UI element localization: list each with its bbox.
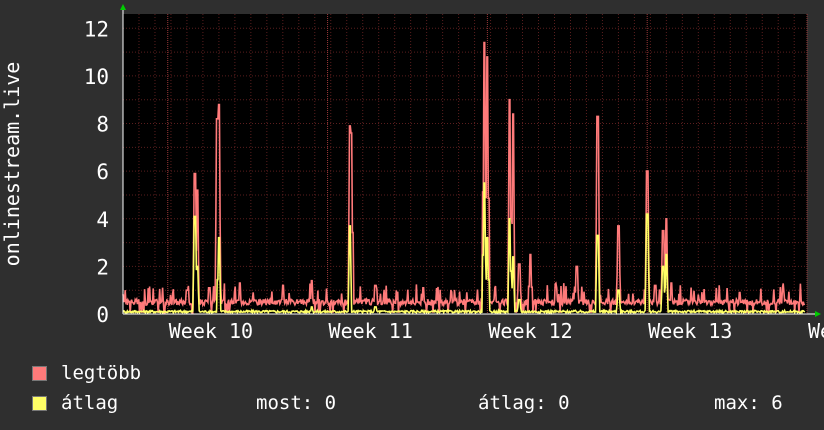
chart-area: 0 2 4 6 8 10 12 Week 10 Week 11 Week 12 Week 13 Wee…	[0, 4, 824, 343]
legend-swatch-avg	[32, 395, 47, 411]
x-tick-label: Week 14	[808, 319, 824, 343]
x-tick-label: Week 12	[488, 319, 572, 343]
series-line-avg	[122, 182, 806, 316]
line-chart: 0 2 4 6 8 10 12 Week 10 Week 11 Week 12 Week 13 Wee…	[0, 4, 824, 343]
series-line-max	[122, 41, 806, 314]
x-tick-label: Week 13	[648, 319, 732, 343]
y-axis-arrow	[120, 4, 126, 10]
legend-swatch-max	[32, 365, 47, 381]
stat-current: most: 0	[256, 392, 337, 414]
stat-max: max: 6	[714, 392, 783, 414]
y-tick-label: 4	[96, 208, 109, 232]
legend-label-max: legtöbb	[61, 362, 142, 384]
y-tick-label: 10	[84, 65, 109, 89]
legend-item-max: legtöbb	[32, 362, 141, 384]
y-tick-label: 6	[96, 160, 109, 184]
legend-item-avg: átlag	[32, 392, 118, 414]
y-tick-label: 0	[96, 303, 109, 327]
y-axis-label: onlinestream.live	[0, 62, 24, 267]
x-axis-arrow	[815, 311, 821, 317]
stat-average: átlag: 0	[478, 392, 570, 414]
legend-label-avg: átlag	[61, 392, 119, 414]
y-tick-label: 8	[96, 113, 109, 137]
x-tick-label: Week 10	[169, 319, 253, 343]
y-tick-label: 12	[84, 17, 109, 41]
y-tick-label: 2	[96, 255, 109, 279]
x-tick-label: Week 11	[329, 319, 413, 343]
plot-background	[123, 14, 807, 314]
